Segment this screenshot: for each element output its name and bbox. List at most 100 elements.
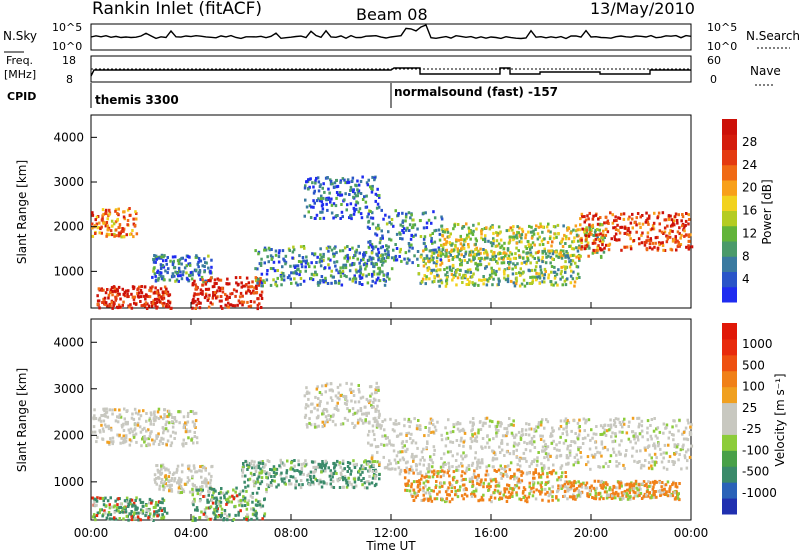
power-colorbar-swatch-0 <box>722 286 737 303</box>
power-cell-5-118 <box>328 191 331 195</box>
power-cell-5-122 <box>315 213 319 217</box>
velocity-cell-8-400 <box>510 431 514 435</box>
power-cell-0-61 <box>108 212 111 216</box>
velocity-cell-9-44 <box>628 485 632 489</box>
velocity-cell-7-145 <box>480 478 483 482</box>
velocity-cell-1-158 <box>155 501 158 504</box>
velocity-cell-3-146 <box>254 498 258 502</box>
velocity-cell-2-124 <box>170 483 173 487</box>
velocity-cell-8-122 <box>679 448 683 452</box>
velocity-cell-2-6 <box>180 478 183 482</box>
power-cell-4-320 <box>280 277 284 281</box>
velocity-cell-8-217 <box>515 433 518 437</box>
velocity-cell-8-521 <box>491 420 494 424</box>
velocity-cell-8-235 <box>532 434 536 438</box>
velocity-cell-6-113 <box>376 445 380 448</box>
power-cell-3-128 <box>198 306 202 310</box>
velocity-cell-5-81 <box>303 394 307 398</box>
velocity-cell-8-67 <box>658 430 662 434</box>
velocity-cell-5-46 <box>322 412 325 416</box>
velocity-cell-6-171 <box>371 454 374 458</box>
velocity-cell-8-447 <box>688 433 692 437</box>
power-cell-4-129 <box>341 271 345 275</box>
velocity-cell-7-50 <box>422 493 425 497</box>
power-cell-8-366 <box>543 237 546 241</box>
power-cell-7-20 <box>497 277 500 281</box>
power-cell-2-29 <box>176 259 180 263</box>
velocity-cell-7-379 <box>427 497 430 501</box>
velocity-cell-1-161 <box>159 501 162 504</box>
power-cell-1-94 <box>123 291 126 294</box>
velocity-cell-0-65 <box>179 410 182 414</box>
power-cell-9-192 <box>632 239 636 242</box>
power-cell-6-79 <box>416 227 419 231</box>
velocity-cell-0-182 <box>150 430 153 434</box>
velocity-cell-5-25 <box>321 409 325 413</box>
power-cell-4-309 <box>359 265 362 269</box>
velocity-cell-1-177 <box>147 509 150 513</box>
power-cell-4-38 <box>354 268 358 272</box>
power-cell-4-35 <box>286 276 290 280</box>
velocity-cell-7-129 <box>548 487 551 491</box>
power-cell-6-18 <box>375 233 379 237</box>
velocity-cell-4-171 <box>355 462 358 466</box>
velocity-cell-7-219 <box>457 488 460 492</box>
power-cell-9-163 <box>639 215 642 219</box>
velocity-cell-3-44 <box>211 494 214 498</box>
velocity-cell-7-40 <box>448 481 451 485</box>
velocity-cell-5-136 <box>321 412 324 416</box>
velocity-cell-6-98 <box>439 465 443 469</box>
velocity-cell-8-157 <box>685 450 688 454</box>
power-cell-4-178 <box>341 249 345 253</box>
velocity-cell-9-72 <box>572 481 575 485</box>
power-cell-5-149 <box>326 208 329 212</box>
velocity-cell-4-263 <box>317 462 320 466</box>
power-cell-0-17 <box>110 233 114 237</box>
velocity-cell-1-10 <box>154 505 157 509</box>
velocity-cell-2-136 <box>192 484 195 488</box>
power-cell-5-10 <box>371 184 374 188</box>
velocity-cell-8-194 <box>584 436 587 440</box>
velocity-cell-0-127 <box>166 415 169 419</box>
velocity-cell-9-52 <box>653 482 656 486</box>
power-cell-7-63 <box>559 277 562 281</box>
velocity-cell-0-161 <box>195 436 199 440</box>
power-cell-8-171 <box>502 257 505 261</box>
velocity-cell-0-179 <box>159 415 162 419</box>
velocity-cell-6-176 <box>368 421 371 425</box>
velocity-cell-8-397 <box>505 434 508 438</box>
velocity-cell-8-588 <box>469 446 472 450</box>
velocity-cell-8-226 <box>578 429 582 433</box>
power-cell-7-387 <box>564 267 567 271</box>
velocity-cell-0-198 <box>156 410 160 414</box>
velocity-cell-3-76 <box>192 518 196 522</box>
velocity-cell-0-150 <box>160 436 163 440</box>
velocity-cell-4-125 <box>349 472 352 476</box>
velocity-cell-5-51 <box>305 386 308 390</box>
power-cell-7-328 <box>517 249 520 253</box>
power-cell-7-386 <box>445 282 449 286</box>
power-cell-9-37 <box>667 218 671 221</box>
power-cell-8-170 <box>462 225 466 229</box>
velocity-cell-8-142 <box>495 457 499 461</box>
power-cell-8-307 <box>520 240 523 244</box>
velocity-cell-4-20 <box>370 460 373 464</box>
velocity-cell-3-27 <box>251 500 254 504</box>
power-cell-5-27 <box>333 181 337 185</box>
power-cell-2-119 <box>163 278 166 282</box>
power-cell-9-245 <box>614 215 617 219</box>
velocity-cell-5-107 <box>325 382 329 386</box>
velocity-cell-8-532 <box>599 433 602 436</box>
power-cell-6-169 <box>424 247 427 251</box>
power-cell-8-139 <box>547 249 551 253</box>
velocity-cell-2-12 <box>153 478 157 482</box>
velocity-cell-0-148 <box>92 425 96 429</box>
velocity-cell-4-127 <box>368 469 371 473</box>
power-cell-7-351 <box>527 268 530 272</box>
power-cell-2-101 <box>183 266 187 270</box>
velocity-cell-2-85 <box>153 473 157 477</box>
velocity-cell-5-50 <box>305 423 309 427</box>
velocity-cell-8-115 <box>539 434 542 438</box>
velocity-cell-7-374 <box>549 492 552 496</box>
velocity-cell-6-140 <box>382 455 385 459</box>
